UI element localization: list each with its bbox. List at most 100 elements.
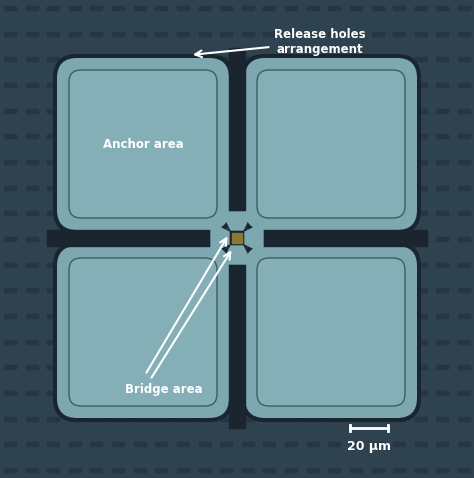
Bar <box>69 6 81 10</box>
FancyBboxPatch shape <box>241 242 421 422</box>
Bar <box>199 391 210 395</box>
Bar <box>437 468 448 472</box>
Bar <box>415 391 427 395</box>
Bar <box>69 340 81 344</box>
Bar <box>177 365 189 369</box>
Bar <box>47 57 59 61</box>
Bar <box>307 417 319 421</box>
Bar <box>307 83 319 87</box>
FancyBboxPatch shape <box>245 246 417 418</box>
Bar <box>350 160 362 164</box>
Bar <box>134 134 146 138</box>
Bar <box>112 417 124 421</box>
Bar <box>134 391 146 395</box>
Bar <box>285 109 297 113</box>
Bar <box>264 57 275 61</box>
Bar <box>134 288 146 293</box>
Bar <box>47 134 59 138</box>
Bar <box>220 134 232 138</box>
Bar <box>437 134 448 138</box>
Bar <box>177 57 189 61</box>
Bar <box>69 417 81 421</box>
Bar <box>242 237 254 241</box>
Bar <box>134 185 146 190</box>
Bar <box>91 314 102 318</box>
FancyBboxPatch shape <box>257 258 405 406</box>
Bar <box>393 160 405 164</box>
Bar <box>199 365 210 369</box>
Bar <box>155 211 167 215</box>
Bar <box>220 442 232 446</box>
Bar <box>393 288 405 293</box>
Bar <box>328 32 340 36</box>
Bar <box>307 32 319 36</box>
Bar <box>393 6 405 10</box>
Bar <box>264 365 275 369</box>
Bar <box>285 185 297 190</box>
Bar <box>415 109 427 113</box>
Bar <box>242 365 254 369</box>
Bar <box>134 365 146 369</box>
Bar <box>4 32 16 36</box>
Bar <box>112 365 124 369</box>
Bar <box>69 391 81 395</box>
Bar <box>134 160 146 164</box>
Bar <box>437 109 448 113</box>
Bar <box>91 134 102 138</box>
FancyBboxPatch shape <box>241 54 421 234</box>
Bar <box>350 134 362 138</box>
Bar <box>372 237 383 241</box>
Bar <box>177 6 189 10</box>
Bar <box>26 109 37 113</box>
Bar <box>285 57 297 61</box>
Bar <box>242 314 254 318</box>
Bar <box>307 237 319 241</box>
Bar <box>458 391 470 395</box>
Bar <box>69 237 81 241</box>
Bar <box>264 468 275 472</box>
Bar <box>264 288 275 293</box>
Bar <box>112 263 124 267</box>
Bar <box>155 109 167 113</box>
Bar <box>69 32 81 36</box>
Bar <box>112 468 124 472</box>
Bar <box>285 365 297 369</box>
Bar <box>199 109 210 113</box>
Bar <box>134 442 146 446</box>
Bar <box>393 57 405 61</box>
Bar <box>393 468 405 472</box>
Bar <box>4 160 16 164</box>
Bar <box>4 340 16 344</box>
Bar <box>242 6 254 10</box>
Bar <box>328 263 340 267</box>
Bar <box>437 6 448 10</box>
Bar <box>155 365 167 369</box>
Bar <box>307 391 319 395</box>
Bar <box>4 263 16 267</box>
Text: Bridge area: Bridge area <box>125 383 202 396</box>
Bar <box>91 417 102 421</box>
Bar <box>350 109 362 113</box>
FancyBboxPatch shape <box>257 70 405 218</box>
Bar <box>328 391 340 395</box>
Bar <box>242 32 254 36</box>
Bar <box>112 391 124 395</box>
Bar <box>199 83 210 87</box>
Bar <box>112 237 124 241</box>
Bar <box>458 417 470 421</box>
Bar <box>177 468 189 472</box>
Bar <box>372 211 383 215</box>
Bar <box>91 83 102 87</box>
Bar <box>177 417 189 421</box>
Bar <box>285 134 297 138</box>
Bar <box>264 237 275 241</box>
Bar <box>155 160 167 164</box>
Bar <box>437 263 448 267</box>
Bar <box>47 288 59 293</box>
Bar <box>69 365 81 369</box>
Bar <box>242 263 254 267</box>
Bar <box>4 83 16 87</box>
Bar <box>91 32 102 36</box>
Bar <box>307 340 319 344</box>
Bar <box>4 314 16 318</box>
